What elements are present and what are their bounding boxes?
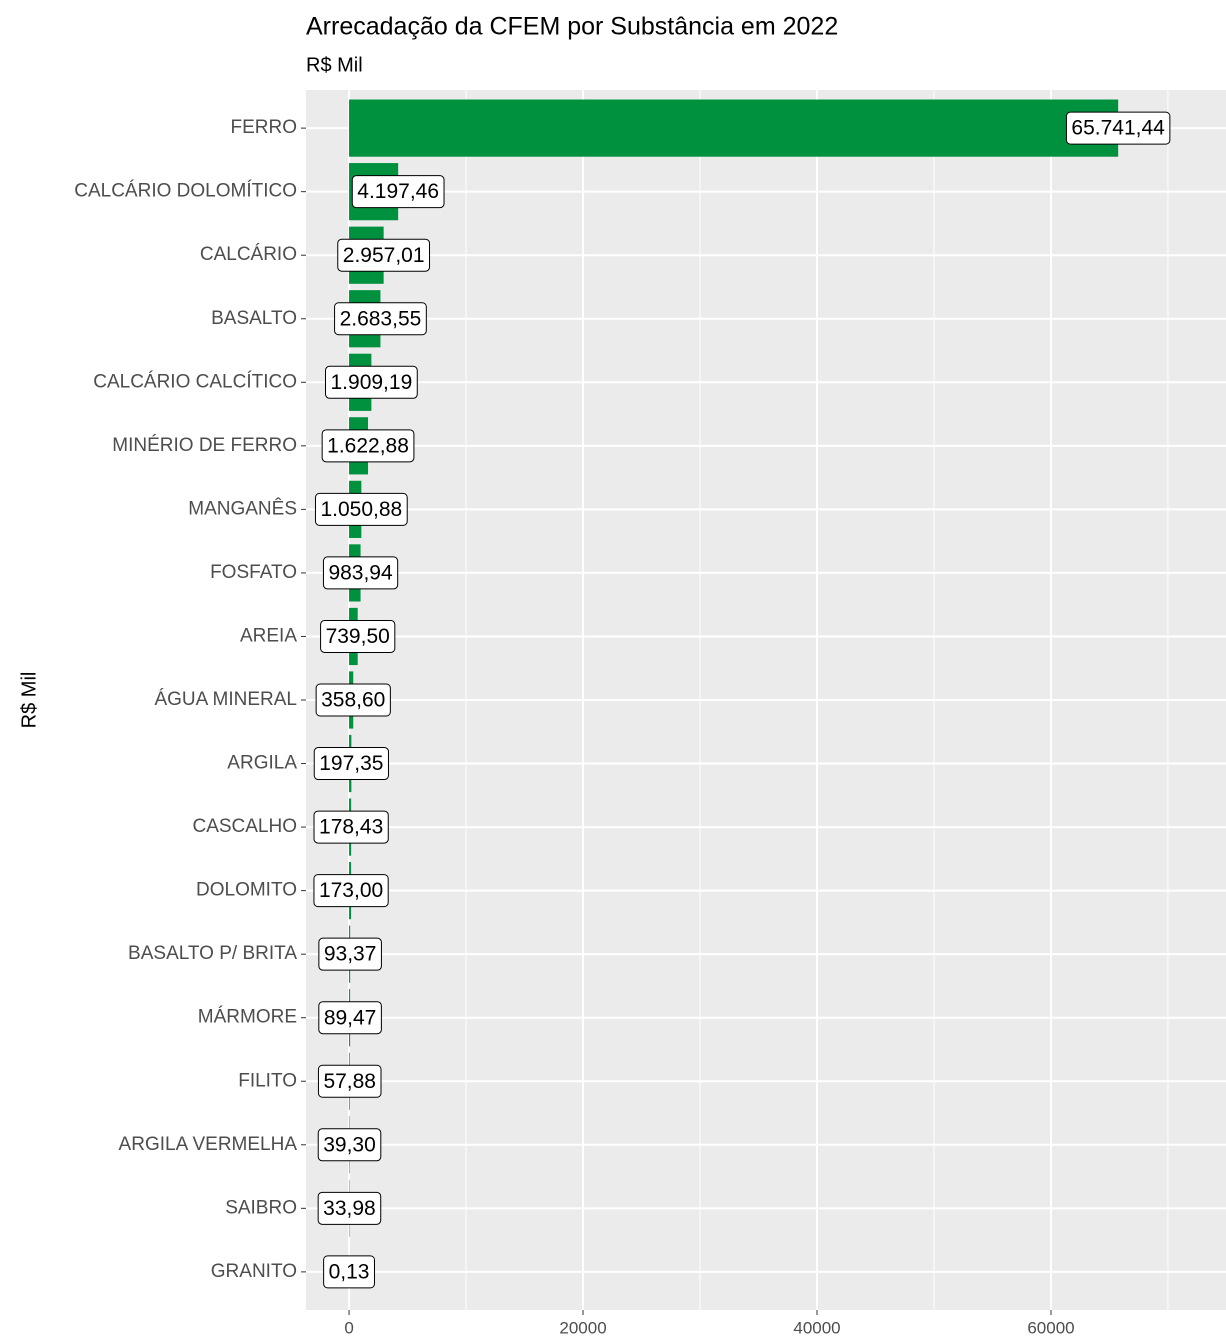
y-tick-label: CALCÁRIO DOLOMÍTICO (74, 181, 297, 202)
y-axis-title: R$ Mil (18, 672, 40, 729)
value-label: 39,30 (323, 1133, 376, 1156)
y-tick-label: MANGANÊS (188, 497, 297, 519)
y-tick-label: CASCALHO (192, 816, 297, 837)
y-tick-label: DOLOMITO (196, 880, 297, 901)
y-tick-label: FILITO (238, 1070, 297, 1091)
value-label: 93,37 (324, 943, 377, 966)
y-tick-label: CALCÁRIO CALCÍTICO (93, 371, 297, 392)
value-label: 33,98 (323, 1197, 376, 1220)
value-label: 57,88 (323, 1070, 376, 1093)
value-label: 4.197,46 (357, 180, 439, 203)
x-tick-label: 40000 (793, 1318, 840, 1336)
value-label: 358,60 (321, 689, 385, 712)
value-label: 89,47 (324, 1006, 377, 1029)
value-label: 178,43 (319, 816, 383, 839)
x-tick-label: 20000 (559, 1318, 606, 1336)
bar (349, 100, 1118, 157)
y-tick-label: CALCÁRIO (200, 244, 297, 265)
value-label: 2.957,01 (343, 244, 425, 267)
value-label: 2.683,55 (340, 307, 422, 330)
value-label: 1.622,88 (327, 434, 409, 457)
y-tick-label: SAIBRO (225, 1197, 297, 1218)
y-tick-label: MINÉRIO DE FERRO (112, 435, 297, 456)
y-tick-label: BASALTO P/ BRITA (128, 943, 297, 964)
y-tick-label: AREIA (240, 625, 297, 646)
chart-subtitle: R$ Mil (306, 54, 363, 76)
value-label: 739,50 (326, 625, 390, 648)
chart-title: Arrecadação da CFEM por Substância em 20… (306, 13, 838, 41)
x-tick-label: 0 (344, 1318, 353, 1336)
value-label: 197,35 (319, 752, 383, 775)
y-tick-label: ÁGUA MINERAL (154, 689, 297, 710)
y-tick-label: ARGILA (227, 753, 297, 774)
value-label: 173,00 (319, 879, 383, 902)
value-label: 1.050,88 (320, 498, 402, 521)
value-label: 65.741,44 (1071, 117, 1165, 140)
value-label: 983,94 (328, 561, 393, 584)
y-tick-label: ARGILA VERMELHA (119, 1134, 298, 1155)
value-label: 0,13 (329, 1260, 370, 1283)
x-tick-label: 60000 (1027, 1318, 1074, 1336)
y-tick-label: BASALTO (211, 308, 297, 329)
value-label: 1.909,19 (331, 371, 413, 394)
y-tick-label: FOSFATO (210, 562, 297, 583)
y-tick-label: FERRO (231, 117, 298, 138)
y-tick-label: MÁRMORE (198, 1007, 297, 1028)
y-tick-label: GRANITO (211, 1261, 297, 1282)
